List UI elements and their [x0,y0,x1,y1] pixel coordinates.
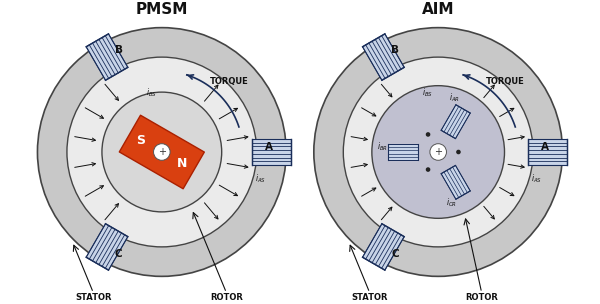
Text: B: B [391,45,399,55]
Polygon shape [362,224,404,270]
Circle shape [314,28,563,276]
Polygon shape [86,224,128,270]
Text: $i_{BS}$: $i_{BS}$ [422,87,433,99]
Polygon shape [529,139,567,165]
Circle shape [372,86,505,218]
Polygon shape [252,139,291,165]
Text: A: A [265,142,272,152]
Text: PMSM: PMSM [136,2,188,17]
Text: N: N [178,157,188,171]
Text: A: A [541,142,549,152]
Polygon shape [119,115,205,189]
Text: B: B [115,45,122,55]
Polygon shape [86,34,128,80]
Text: $i_{BS}$: $i_{BS}$ [146,87,157,99]
Circle shape [456,150,461,154]
Circle shape [430,144,446,160]
Text: TORQUE: TORQUE [486,77,525,86]
Circle shape [154,144,170,160]
Text: +: + [434,147,442,157]
Polygon shape [441,105,470,139]
Circle shape [102,92,221,212]
Circle shape [37,28,286,276]
Text: +: + [158,147,166,157]
Text: ROTOR: ROTOR [210,293,243,302]
Text: STATOR: STATOR [352,293,388,302]
Text: AIM: AIM [422,2,454,17]
Text: $i_{AR}$: $i_{AR}$ [449,92,460,104]
Text: TORQUE: TORQUE [210,77,248,86]
Polygon shape [388,144,418,160]
Text: $i_{AS}$: $i_{AS}$ [255,172,266,185]
Circle shape [426,132,430,137]
Text: $i_{AS}$: $i_{AS}$ [531,172,542,185]
Text: $i_{BR}$: $i_{BR}$ [377,140,388,153]
Polygon shape [362,34,404,80]
Text: STATOR: STATOR [75,293,112,302]
Circle shape [426,167,430,172]
Circle shape [67,57,257,247]
Text: ROTOR: ROTOR [465,293,498,302]
Text: $i_{CR}$: $i_{CR}$ [446,196,457,209]
Circle shape [343,57,533,247]
Polygon shape [441,165,470,199]
Text: C: C [391,249,399,259]
Text: S: S [137,133,146,147]
Text: C: C [115,249,122,259]
